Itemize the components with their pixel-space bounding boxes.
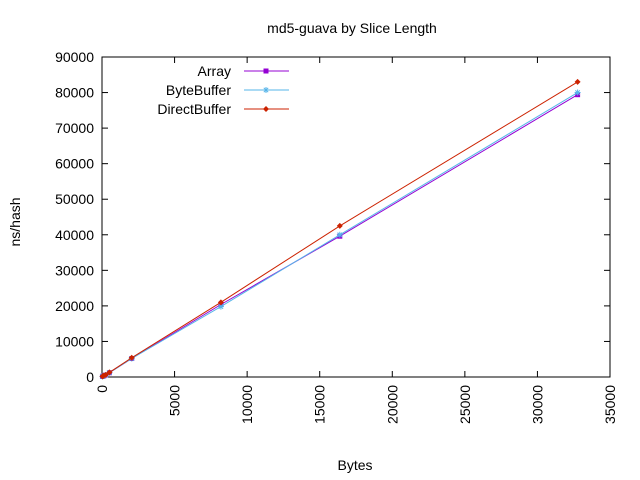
x-axis-label: Bytes (337, 457, 372, 473)
legend: Array ByteBuffer DirectBuffer (157, 63, 289, 117)
legend-label: Array (198, 63, 231, 79)
legend-entry: DirectBuffer (157, 101, 289, 117)
x-tick-label: 15000 (312, 385, 328, 424)
y-axis-label: ns/hash (7, 197, 23, 246)
y-tick-label: 20000 (55, 298, 94, 314)
x-tick-label: 30000 (529, 385, 545, 424)
y-tick-label: 10000 (55, 333, 94, 349)
y-tick-label: 30000 (55, 262, 94, 278)
y-tick-label: 80000 (55, 85, 94, 101)
data-point (336, 231, 343, 238)
data-point (263, 106, 269, 112)
x-tick-label: 0 (94, 385, 110, 393)
y-tick-label: 40000 (55, 227, 94, 243)
series-directbuffer (99, 78, 581, 380)
data-point (102, 371, 109, 378)
plot-frame (101, 56, 611, 378)
series-line (102, 81, 578, 377)
y-tick-label: 50000 (55, 191, 94, 207)
chart-title: md5-guava by Slice Length (267, 20, 437, 36)
data-point (263, 87, 269, 93)
y-tick-label: 90000 (55, 49, 94, 65)
series-layer (99, 78, 581, 380)
x-tick-label: 5000 (167, 385, 183, 416)
data-point (574, 78, 581, 85)
data-point (217, 299, 224, 306)
y-tick-label: 60000 (55, 156, 94, 172)
y-tick-label: 0 (86, 369, 94, 385)
data-point (574, 89, 581, 96)
legend-label: DirectBuffer (157, 101, 231, 117)
data-point (128, 354, 135, 361)
y-tick-label: 70000 (55, 120, 94, 136)
x-tick-label: 25000 (457, 385, 473, 424)
legend-entry: Array (198, 63, 289, 79)
series-bytebuffer (99, 89, 581, 380)
axes: 0100002000030000400005000060000700008000… (55, 49, 618, 424)
x-tick-label: 35000 (602, 385, 618, 424)
data-point (217, 303, 224, 310)
legend-label: ByteBuffer (166, 82, 231, 98)
legend-entry: ByteBuffer (166, 82, 289, 98)
data-point (263, 68, 269, 74)
x-tick-label: 20000 (384, 385, 400, 424)
x-tick-label: 10000 (239, 385, 255, 424)
data-point (336, 222, 343, 229)
data-point (106, 369, 113, 376)
